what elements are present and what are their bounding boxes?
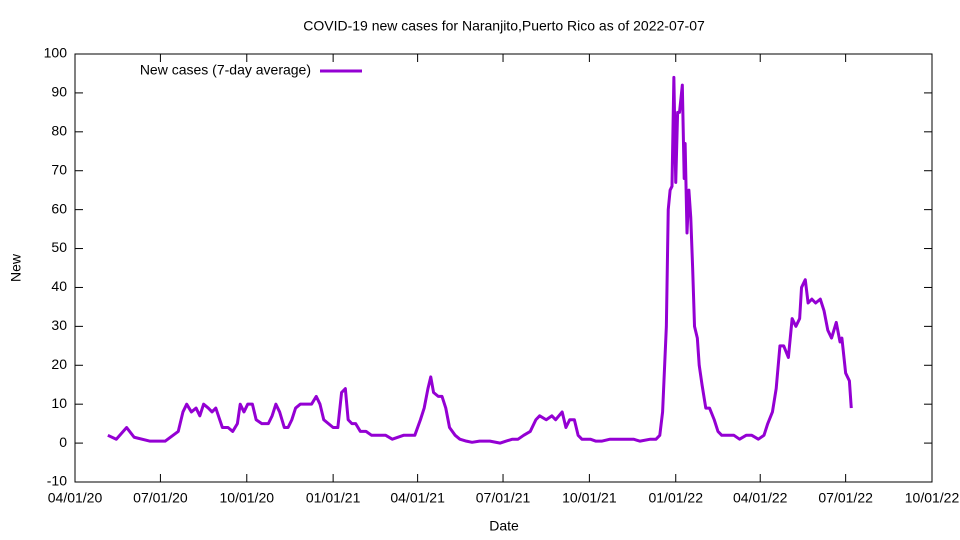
y-tick-label: 70: [51, 161, 67, 177]
y-tick-label: 100: [44, 45, 68, 61]
y-tick-label: -10: [47, 473, 67, 489]
y-axis-label: New: [8, 253, 24, 282]
y-tick-label: 20: [51, 356, 67, 372]
chart-title: COVID-19 new cases for Naranjito,Puerto …: [303, 18, 705, 34]
y-tick-label: 0: [59, 434, 67, 450]
x-tick-label: 01/01/22: [648, 490, 703, 506]
x-tick-label: 04/01/21: [390, 490, 445, 506]
y-tick-label: 30: [51, 317, 67, 333]
x-tick-label: 01/01/21: [306, 490, 361, 506]
y-tick-label: 10: [51, 395, 67, 411]
x-tick-label: 04/01/20: [48, 490, 103, 506]
x-tick-label: 10/01/22: [905, 490, 960, 506]
x-tick-label: 07/01/20: [133, 490, 188, 506]
legend-label: New cases (7-day average): [140, 62, 311, 78]
y-tick-label: 90: [51, 84, 67, 100]
x-tick-label: 07/01/21: [476, 490, 531, 506]
y-tick-label: 80: [51, 123, 67, 139]
x-axis-label: Date: [489, 518, 519, 534]
x-tick-label: 10/01/20: [220, 490, 275, 506]
y-tick-label: 60: [51, 200, 67, 216]
x-tick-label: 07/01/22: [818, 490, 873, 506]
y-tick-label: 40: [51, 278, 67, 294]
x-tick-label: 10/01/21: [562, 490, 617, 506]
y-tick-label: 50: [51, 239, 67, 255]
x-tick-label: 04/01/22: [733, 490, 788, 506]
data-line: [107, 75, 853, 445]
